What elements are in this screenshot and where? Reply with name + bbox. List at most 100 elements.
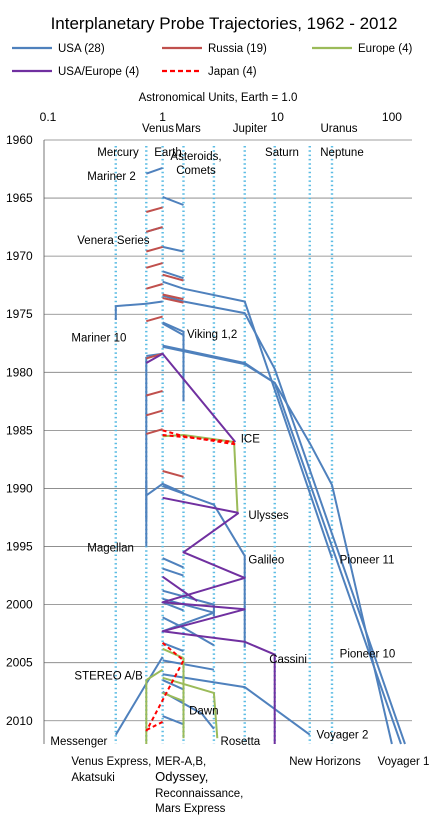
x-tick-label: 1: [159, 110, 166, 124]
trajectory-line: [162, 280, 333, 559]
y-tick-label: 1985: [6, 423, 33, 437]
probe-label: ICE: [241, 434, 260, 446]
trajectory-line: [162, 297, 184, 304]
planet-label: Uranus: [320, 123, 357, 135]
trajectory-line: [145, 352, 237, 443]
legend: USA (28) Russia (19) Europe (4) USA/Europe …: [12, 43, 413, 78]
trajectory-line: [146, 206, 163, 213]
y-tick-label: 1970: [6, 249, 33, 263]
probe-label: Magellan: [87, 543, 134, 555]
trajectory-line: [162, 690, 215, 730]
y-tick-label: 1980: [6, 365, 33, 379]
trajectory-line: [145, 642, 185, 732]
trajectory-line: [146, 262, 163, 269]
bottom-label: Messenger: [50, 736, 107, 748]
trajectory-line: [162, 434, 235, 443]
planet-label: Comets: [176, 165, 216, 177]
y-tick-label: 1995: [6, 540, 33, 554]
trajectory-line: [146, 283, 163, 290]
trajectory-line: [145, 721, 164, 731]
bottom-label: Mars Express: [155, 803, 226, 815]
planet-label: Earth: [154, 147, 182, 159]
trajectory-series: [114, 166, 406, 745]
planet-label: Neptune: [320, 147, 363, 159]
trajectory-line: [162, 601, 184, 612]
probe-label: Galileo: [248, 554, 284, 566]
bottom-label: Voyager 1: [378, 756, 430, 768]
legend-label: USA/Europe (4): [58, 66, 139, 78]
trajectory-line: [162, 567, 184, 577]
trajectory-line: [162, 715, 184, 726]
trajectory-line: [162, 245, 184, 253]
legend-label: Japan (4): [208, 66, 257, 78]
probe-annotations: Mariner 2 Venera Series Mariner 10 Viking 1…: [71, 171, 395, 742]
trajectory-line: [145, 668, 164, 681]
trajectory-line: [146, 409, 163, 417]
bottom-label: Odyssey,: [155, 769, 208, 784]
trajectory-line: [162, 293, 184, 301]
probe-label: Ulysses: [248, 510, 289, 522]
trajectory-line: [162, 345, 402, 745]
trajectory-line: [146, 226, 163, 233]
trajectory-line: [162, 679, 184, 691]
probe-label: Mariner 10: [71, 332, 126, 344]
y-axis-ticks: 1960 1965 1970 1975 1980 1985 1990 1995 2000 2005…: [6, 133, 33, 728]
trajectory-line: [162, 270, 184, 280]
planet-label: Asteroids,: [170, 151, 221, 163]
x-tick-label: 10: [271, 110, 285, 124]
legend-label: Russia (19): [208, 43, 267, 55]
planet-label: Jupiter: [233, 123, 268, 135]
trajectory-line: [145, 482, 184, 497]
planet-label: Saturn: [265, 147, 299, 159]
trajectory-line: [162, 673, 311, 736]
bottom-label: Akatsuki: [71, 772, 114, 784]
probe-label: STEREO A/B: [74, 670, 143, 682]
trajectory-line: [114, 300, 163, 320]
y-tick-label: 1960: [6, 133, 33, 147]
chart-title: Interplanetary Probe Trajectories, 1962 …: [51, 14, 398, 33]
trajectory-line: [146, 428, 163, 435]
trajectory-line: [162, 659, 215, 671]
trajectory-line: [162, 641, 184, 653]
trajectory-line: [161, 512, 276, 744]
bottom-label: Reconnaissance,: [155, 788, 243, 800]
x-axis-ticks: 0.1 1 10 100: [40, 110, 403, 124]
probe-label: Pioneer 10: [340, 648, 396, 660]
trajectory-line: [162, 294, 406, 745]
bottom-label: New Horizons: [289, 756, 361, 768]
probe-label: Venera Series: [77, 235, 149, 247]
y-tick-label: 1990: [6, 481, 33, 495]
trajectory-line: [162, 616, 215, 647]
legend-label: USA (28): [58, 43, 105, 55]
trajectory-line: [162, 273, 184, 282]
trajectory-line: [233, 441, 239, 512]
trajectory-line: [162, 496, 239, 514]
trajectory-line: [145, 166, 163, 175]
trajectory-line: [162, 575, 198, 602]
y-tick-label: 2005: [6, 656, 33, 670]
trajectory-line: [162, 195, 184, 206]
x-tick-label: 100: [382, 110, 402, 124]
probe-label: Pioneer 11: [340, 554, 395, 566]
trajectory-line: [162, 470, 184, 478]
bottom-label: Rosetta: [221, 736, 261, 748]
planet-orbit-lines: [114, 146, 334, 744]
trajectory-line: [162, 485, 246, 648]
gridlines: [43, 139, 412, 744]
trajectory-line: [114, 656, 164, 736]
trajectory-line: [146, 389, 163, 397]
bottom-labels: Messenger Venus Express, Akatsuki MER-A,B,O…: [50, 736, 429, 815]
bottom-label: MER-A,B,: [155, 756, 206, 768]
x-tick-label: 0.1: [40, 110, 57, 124]
y-tick-label: 2000: [6, 598, 33, 612]
y-tick-label: 2010: [6, 714, 33, 728]
trajectory-line: [162, 676, 219, 739]
probe-label: Mariner 2: [87, 171, 136, 183]
x-axis-label: Astronomical Units, Earth = 1.0: [139, 92, 298, 104]
trajectory-line: [162, 322, 185, 402]
y-tick-label: 1965: [6, 191, 33, 205]
y-tick-label: 1975: [6, 307, 33, 321]
trajectory-line: [162, 429, 236, 446]
